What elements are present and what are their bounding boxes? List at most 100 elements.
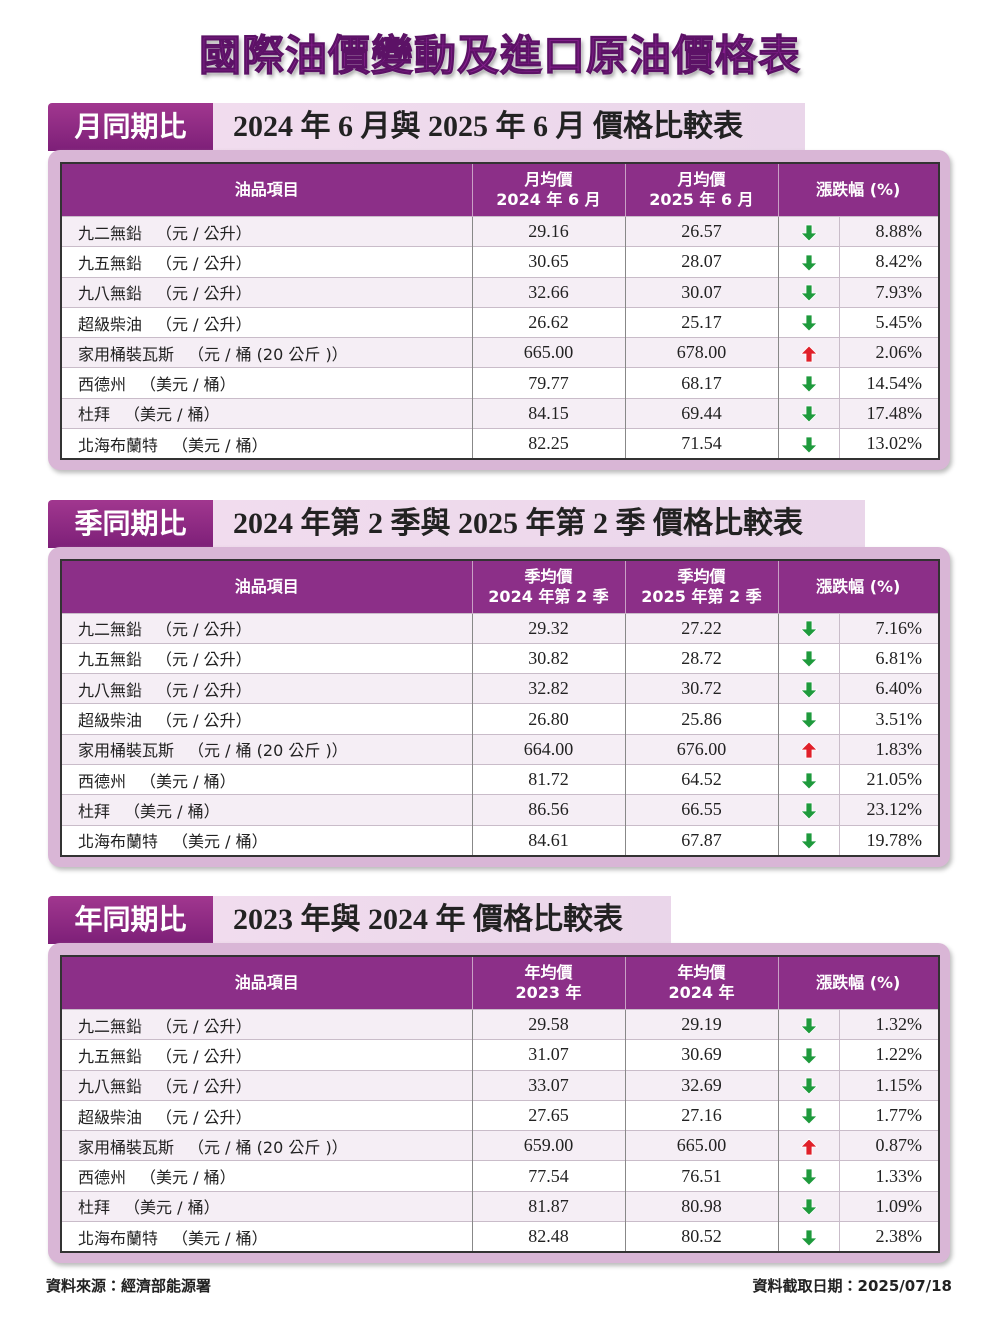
trend-arrow bbox=[799, 405, 818, 423]
item-unit: （元 / 公升） bbox=[156, 253, 252, 273]
price-cell: 26.62 bbox=[471, 306, 625, 338]
trend-arrow bbox=[799, 1138, 818, 1156]
trend-arrow bbox=[799, 254, 818, 272]
item-unit: （元 / 桶 (20 公斤 )） bbox=[188, 344, 348, 364]
price-cell: 678.00 bbox=[624, 337, 778, 368]
price-cell: 30.82 bbox=[471, 642, 625, 674]
price-cell: 82.48 bbox=[471, 1221, 625, 1253]
item-unit: （元 / 公升） bbox=[156, 650, 252, 670]
arrow-shape bbox=[799, 1168, 818, 1186]
header-cell: 油品項目 bbox=[60, 163, 472, 217]
item-unit: （元 / 桶 (20 公斤 )） bbox=[188, 741, 348, 761]
item-unit: （元 / 公升） bbox=[156, 314, 252, 334]
price-cell: 81.72 bbox=[471, 763, 625, 795]
item-cell: 九八無鉛 （元 / 公升） bbox=[60, 673, 472, 704]
arrow-cell bbox=[777, 703, 839, 735]
item-unit: （元 / 桶 (20 公斤 )） bbox=[188, 1137, 348, 1157]
item-cell: 家用桶裝瓦斯 （元 / 桶 (20 公斤 )） bbox=[60, 1130, 472, 1161]
change-cell: 1.83% bbox=[838, 733, 940, 765]
change-cell: 1.33% bbox=[838, 1160, 940, 1192]
section-tag: 月同期比 bbox=[48, 103, 213, 151]
price-cell: 25.17 bbox=[624, 306, 778, 338]
trend-arrow bbox=[799, 1198, 818, 1216]
price-cell: 64.52 bbox=[624, 763, 778, 795]
section-heading: 2023 年與 2024 年 價格比較表 bbox=[213, 896, 671, 944]
item-cell: 超級柴油 （元 / 公升） bbox=[60, 306, 472, 338]
trend-arrow bbox=[799, 345, 818, 363]
trend-arrow bbox=[799, 1017, 818, 1035]
header-text: 油品項目 bbox=[234, 973, 299, 992]
item-name: 北海布蘭特 bbox=[78, 832, 159, 852]
item-cell: 超級柴油 （元 / 公升） bbox=[60, 703, 472, 735]
data-row: 九八無鉛 （元 / 公升） 32.66 30.07 7.93% bbox=[60, 276, 940, 308]
header-text: 漲跌幅 (%) bbox=[816, 576, 901, 596]
item-name: 杜拜 bbox=[78, 1198, 111, 1218]
item-unit: （美元 / 桶） bbox=[172, 435, 268, 455]
price-cell: 29.16 bbox=[471, 215, 625, 247]
header-text: 月均價 bbox=[524, 170, 573, 189]
change-cell: 7.16% bbox=[838, 612, 940, 644]
item-cell: 北海布蘭特 （美元 / 桶） bbox=[60, 1221, 472, 1253]
data-row: 超級柴油 （元 / 公升） 26.62 25.17 5.45% bbox=[60, 306, 940, 338]
arrow-shape bbox=[799, 620, 818, 638]
data-row: 西德州 （美元 / 桶） 81.72 64.52 21.05% bbox=[60, 763, 940, 795]
arrow-cell bbox=[777, 733, 839, 765]
arrow-shape bbox=[799, 1229, 818, 1247]
price-cell: 80.52 bbox=[624, 1221, 778, 1253]
item-cell: 西德州 （美元 / 桶） bbox=[60, 763, 472, 795]
data-row: 杜拜 （美元 / 桶） 86.56 66.55 23.12% bbox=[60, 794, 940, 826]
header-text: 漲跌幅 (%) bbox=[816, 973, 901, 992]
arrow-cell bbox=[777, 276, 839, 308]
data-row: 超級柴油 （元 / 公升） 26.80 25.86 3.51% bbox=[60, 703, 940, 735]
header-cell: 漲跌幅 (%) bbox=[777, 559, 940, 613]
price-cell: 29.58 bbox=[471, 1008, 625, 1040]
item-name: 家用桶裝瓦斯 bbox=[78, 1137, 175, 1157]
item-unit: （美元 / 桶） bbox=[172, 832, 268, 852]
header-text: 油品項目 bbox=[234, 576, 299, 596]
header-text: 2024 年第 2 季 bbox=[488, 586, 609, 606]
trend-arrow bbox=[799, 315, 818, 333]
change-cell: 19.78% bbox=[838, 824, 940, 856]
header-text: 季均價 bbox=[677, 566, 726, 586]
arrow-shape bbox=[799, 436, 818, 454]
item-name: 九八無鉛 bbox=[78, 1077, 143, 1097]
item-unit: （元 / 公升） bbox=[156, 1107, 252, 1127]
change-cell: 1.77% bbox=[838, 1099, 940, 1131]
arrow-shape bbox=[799, 1017, 818, 1035]
header-row: 油品項目 年均價 2023 年年均價 2024 年漲跌幅 (%) bbox=[60, 956, 940, 1010]
trend-arrow bbox=[799, 650, 818, 668]
change-cell: 8.88% bbox=[838, 215, 940, 247]
arrow-cell bbox=[777, 763, 839, 795]
data-row: 西德州 （美元 / 桶） 77.54 76.51 1.33% bbox=[60, 1160, 940, 1192]
arrow-shape bbox=[799, 650, 818, 668]
change-cell: 1.15% bbox=[838, 1069, 940, 1101]
price-cell: 67.87 bbox=[624, 824, 778, 856]
trend-arrow bbox=[799, 711, 818, 729]
change-cell: 23.12% bbox=[838, 794, 940, 826]
price-cell: 84.61 bbox=[471, 824, 625, 856]
arrow-cell bbox=[777, 367, 839, 399]
change-cell: 6.40% bbox=[838, 673, 940, 704]
item-cell: 家用桶裝瓦斯 （元 / 桶 (20 公斤 )） bbox=[60, 337, 472, 368]
arrow-cell bbox=[777, 794, 839, 826]
data-row: 九二無鉛 （元 / 公升） 29.16 26.57 8.88% bbox=[60, 215, 940, 247]
table-body: 九二無鉛 （元 / 公升） 29.16 26.57 8.88% 九五無鉛 （元 / 公升） 3… bbox=[60, 215, 940, 460]
header-text: 油品項目 bbox=[234, 180, 299, 199]
trend-arrow bbox=[799, 1077, 818, 1095]
header-cell: 月均價 2025 年 6 月 bbox=[624, 163, 778, 217]
header-cell: 漲跌幅 (%) bbox=[777, 956, 940, 1010]
data-row: 北海布蘭特 （美元 / 桶） 82.25 71.54 13.02% bbox=[60, 428, 940, 460]
item-name: 九五無鉛 bbox=[78, 253, 143, 273]
price-cell: 33.07 bbox=[471, 1069, 625, 1101]
item-cell: 九八無鉛 （元 / 公升） bbox=[60, 1069, 472, 1101]
price-cell: 28.72 bbox=[624, 642, 778, 674]
header-text: 2023 年 bbox=[515, 983, 582, 1002]
arrow-cell bbox=[777, 397, 839, 429]
price-cell: 27.65 bbox=[471, 1099, 625, 1131]
change-cell: 17.48% bbox=[838, 397, 940, 429]
header-cell: 季均價 2024 年第 2 季 bbox=[471, 559, 625, 613]
change-cell: 5.45% bbox=[838, 306, 940, 338]
price-cell: 29.32 bbox=[471, 612, 625, 644]
header-text: 2025 年第 2 季 bbox=[641, 586, 762, 606]
